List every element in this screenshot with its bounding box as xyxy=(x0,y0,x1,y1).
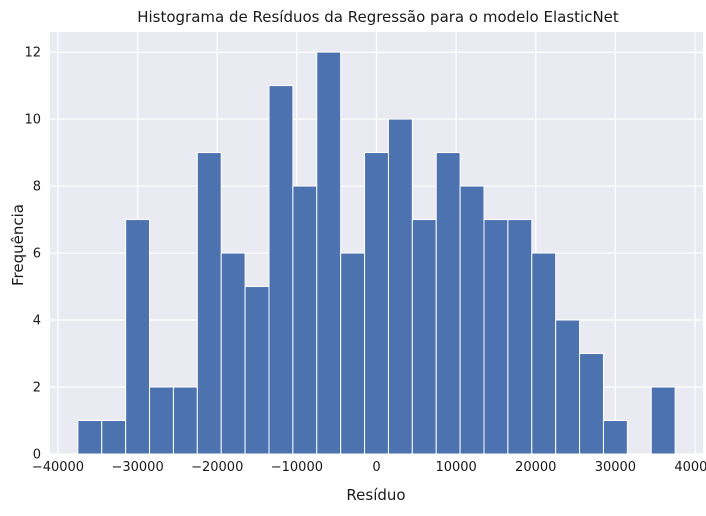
x-tick-label: 20000 xyxy=(515,460,556,475)
histogram-bars xyxy=(77,51,676,455)
histogram-bar xyxy=(220,252,246,455)
histogram-bar xyxy=(364,152,389,455)
y-tick-label: 2 xyxy=(33,381,41,396)
y-axis-ticks: 0 2 4 6 8 10 12 xyxy=(24,46,41,463)
histogram-bar xyxy=(555,319,581,455)
histogram-bar xyxy=(531,252,557,455)
histogram-bar xyxy=(459,185,485,455)
x-tick-label: −30000 xyxy=(111,460,163,475)
histogram-bar xyxy=(292,185,318,455)
y-tick-label: 8 xyxy=(33,180,41,195)
histogram-bar xyxy=(483,219,509,455)
histogram-bar xyxy=(650,386,676,455)
histogram-bar xyxy=(387,118,413,455)
y-tick-label: 12 xyxy=(24,46,41,61)
histogram-bar xyxy=(316,51,342,455)
x-tick-label: −20000 xyxy=(191,460,243,475)
histogram-bar xyxy=(340,252,366,455)
x-tick-label: 30000 xyxy=(595,460,636,475)
histogram-bar xyxy=(101,420,127,455)
histogram-bar xyxy=(602,420,628,455)
x-tick-label: 0 xyxy=(372,460,380,475)
histogram-bar xyxy=(244,286,270,455)
histogram-bar xyxy=(435,152,461,455)
y-axis-label: Frequência xyxy=(9,204,27,286)
x-tick-label: −40000 xyxy=(32,460,84,475)
histogram-bar xyxy=(149,386,174,455)
y-tick-label: 0 xyxy=(33,448,41,463)
histogram-bar xyxy=(125,219,151,455)
histogram-bar xyxy=(411,219,437,455)
y-tick-label: 10 xyxy=(24,113,41,128)
histogram-bar xyxy=(507,219,533,455)
histogram-bar xyxy=(77,420,103,455)
x-tick-label: 10000 xyxy=(435,460,476,475)
y-tick-label: 6 xyxy=(33,247,41,262)
histogram-bar xyxy=(579,353,604,455)
x-axis-label: Resíduo xyxy=(346,486,405,504)
chart-title: Histograma de Resíduos da Regressão para… xyxy=(137,8,619,26)
histogram-bar xyxy=(172,386,198,455)
histogram-bar xyxy=(268,85,294,455)
y-tick-label: 4 xyxy=(33,314,41,329)
x-tick-label: −10000 xyxy=(271,460,323,475)
x-tick-label: 40000 xyxy=(674,460,706,475)
x-axis-ticks: −40000 −30000 −20000 −10000 0 10000 20000 30000… xyxy=(32,460,706,475)
histogram-bar xyxy=(196,152,222,455)
